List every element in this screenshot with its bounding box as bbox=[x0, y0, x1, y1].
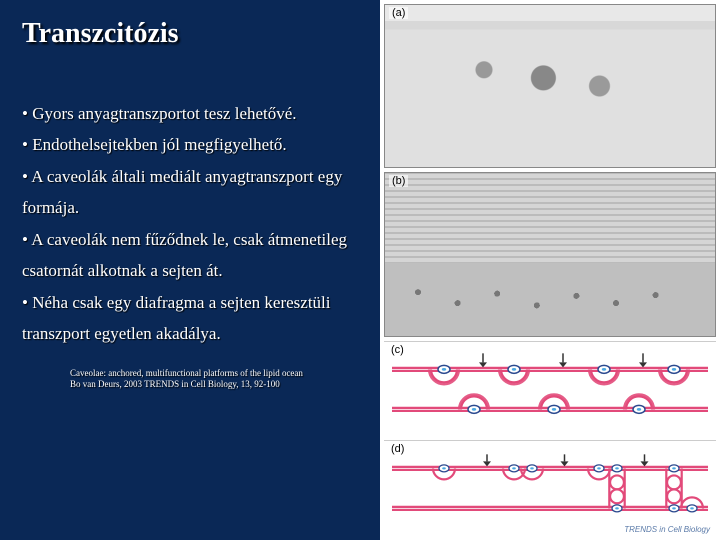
slide: Transzcitózis • Gyors anyagtranszportot … bbox=[0, 0, 720, 540]
panel-label-d: (d) bbox=[388, 443, 407, 455]
diagram-c-svg bbox=[384, 342, 716, 437]
panel-label-b: (b) bbox=[389, 175, 408, 187]
diagram-d-svg bbox=[384, 441, 716, 536]
diagram-panel-d: (d) TRENDS in Cell Biology bbox=[384, 440, 716, 536]
bullet-item: • Néha csak egy diafragma a sejten keres… bbox=[22, 287, 368, 350]
trends-label: TRENDS in Cell Biology bbox=[624, 525, 710, 534]
micrograph-panel-a: (a) bbox=[384, 4, 716, 168]
micrograph-panel-b: (b) bbox=[384, 172, 716, 336]
panel-label-c: (c) bbox=[388, 344, 407, 356]
panel-label-a: (a) bbox=[389, 7, 408, 19]
bullet-item: • Gyors anyagtranszportot tesz lehetővé. bbox=[22, 98, 368, 129]
left-column: Transzcitózis • Gyors anyagtranszportot … bbox=[0, 0, 380, 540]
slide-title: Transzcitózis bbox=[22, 18, 368, 50]
citation-line: Caveolae: anchored, multifunctional plat… bbox=[70, 368, 368, 379]
bullet-item: • A caveolák általi mediált anyagtranszp… bbox=[22, 161, 368, 224]
bullet-list: • Gyors anyagtranszportot tesz lehetővé.… bbox=[22, 98, 368, 350]
citation: Caveolae: anchored, multifunctional plat… bbox=[22, 368, 368, 391]
citation-line: Bo van Deurs, 2003 TRENDS in Cell Biolog… bbox=[70, 379, 368, 390]
bullet-item: • Endothelsejtekben jól megfigyelhető. bbox=[22, 129, 368, 160]
diagram-panel-c: (c) bbox=[384, 341, 716, 437]
figure-column: (a) (b) (c) (d) TRENDS in Cell Biology bbox=[380, 0, 720, 540]
bullet-item: • A caveolák nem fűződnek le, csak átmen… bbox=[22, 224, 368, 287]
